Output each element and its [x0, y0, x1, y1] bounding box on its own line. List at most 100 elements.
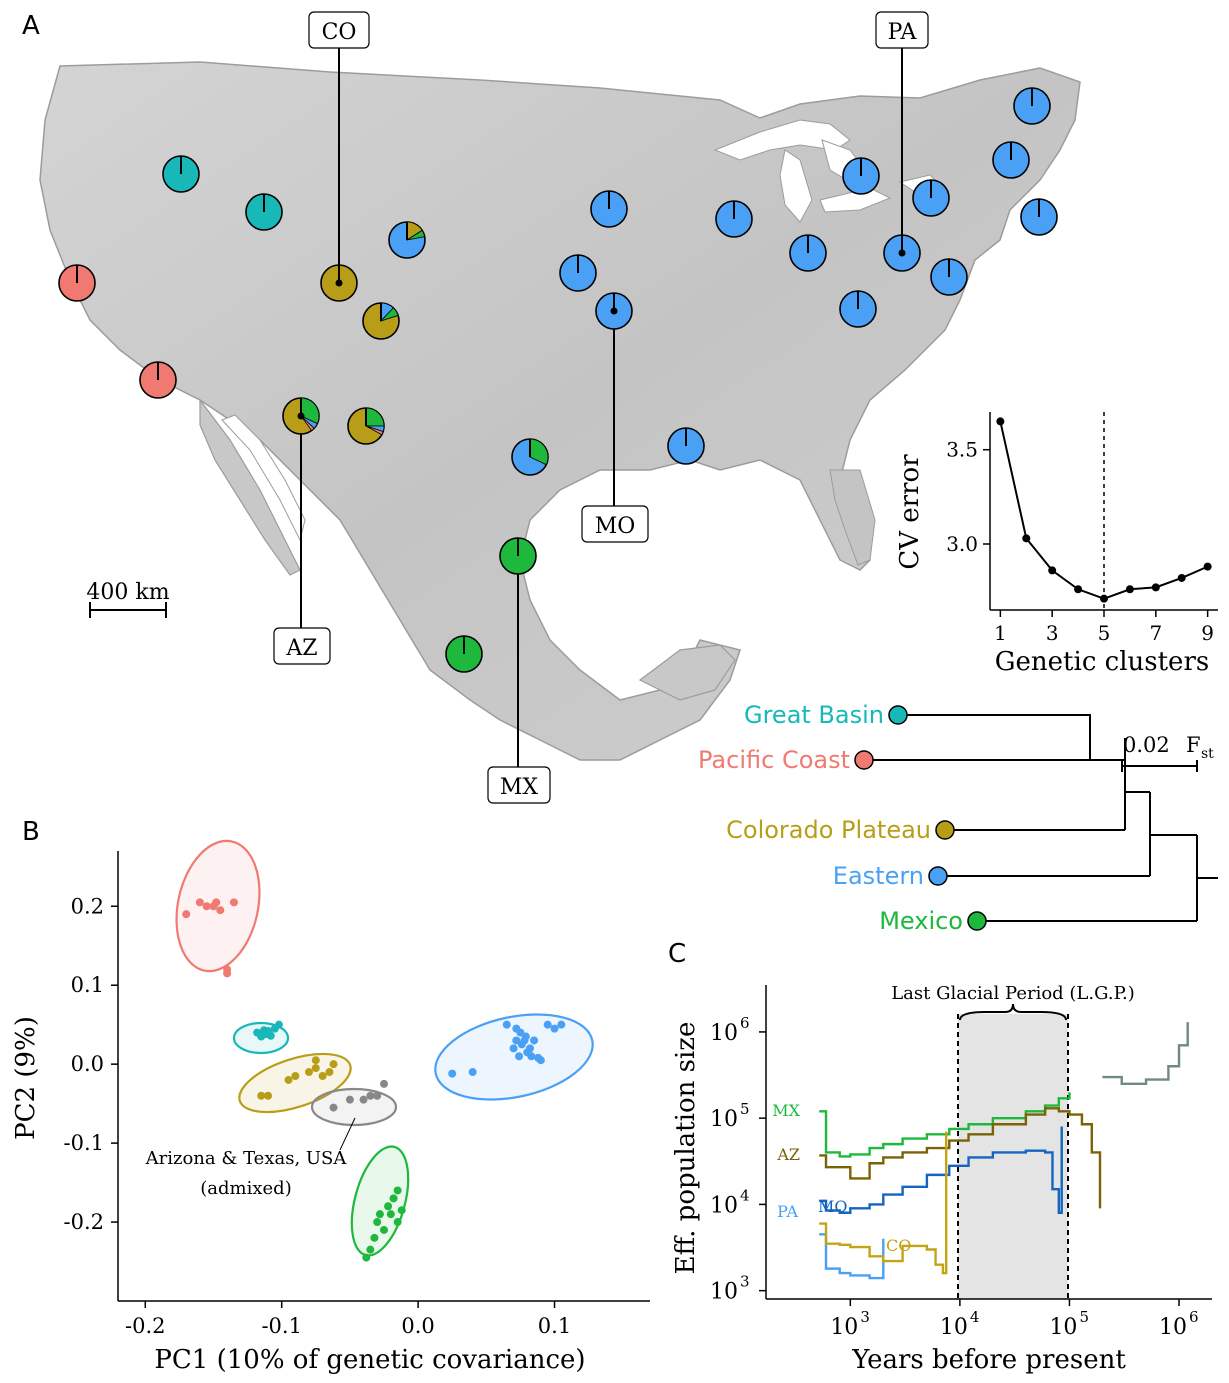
psmc-xtick: 10 [940, 1315, 968, 1340]
psmc-ytick-exp: 3 [740, 1273, 750, 1291]
map-pie-5 [320, 264, 358, 302]
map-pie-2 [245, 193, 283, 231]
map-scale-bar: 400 km [86, 580, 170, 618]
map-pie-8 [282, 397, 320, 435]
pca-point-pacific [195, 898, 204, 907]
site-label-mx: MX [500, 775, 539, 800]
cv-point [1151, 583, 1160, 592]
pca-ytick: -0.1 [64, 1131, 105, 1155]
pca-point-admixed [380, 1079, 388, 1088]
psmc-ytick: 10 [710, 1280, 738, 1305]
pca-point-great_basin [274, 1020, 283, 1029]
pca-chart: -0.2 -0.1 0.0 0.1 0.2 0.1 0.0 -0.1 -0.2 Arizona … [11, 839, 650, 1375]
pca-point-admixed [329, 1103, 338, 1112]
map-pie-18 [992, 141, 1030, 179]
pca-annotation-line2: (admixed) [200, 1178, 291, 1199]
pca-point-mexico [366, 1245, 375, 1254]
pca-point-mexico [375, 1210, 384, 1219]
map-pie-charts [58, 87, 1058, 673]
psmc-xtick: 10 [1049, 1315, 1077, 1340]
pca-ylabel: PC2 (9%) [11, 1016, 41, 1140]
map-pie-1 [162, 155, 200, 193]
psmc-label-co: CO [886, 1236, 911, 1255]
psmc-label-mx: MX [772, 1101, 800, 1120]
pca-xtick: 0.1 [538, 1314, 571, 1338]
pca-point-admixed [345, 1095, 354, 1104]
tree-leaf-colorado [935, 820, 955, 840]
cv-point [1048, 566, 1057, 575]
site-pin-co: CO [308, 11, 370, 283]
cv-point [1022, 534, 1031, 543]
pca-point-mexico [373, 1218, 382, 1227]
map-pie-15 [842, 157, 880, 195]
psmc-label-mo: MO [818, 1197, 848, 1216]
pca-annotation-line1: Arizona & Texas, USA [145, 1148, 348, 1169]
pca-point-colorado [284, 1075, 293, 1084]
cv-point [1125, 585, 1134, 594]
pca-point-eastern [527, 1052, 536, 1061]
site-pin-az: AZ [273, 416, 331, 665]
map-pie-4 [139, 361, 177, 399]
pca-ytick: -0.2 [64, 1210, 105, 1234]
site-label-co: CO [322, 20, 357, 45]
pca-point-colorado [311, 1064, 320, 1073]
cv-xtick: 7 [1149, 621, 1162, 645]
pca-point-great_basin [259, 1026, 268, 1035]
pca-ellipse-eastern [434, 1013, 594, 1101]
pca-point-colorado [329, 1060, 338, 1069]
map-pie-20 [883, 234, 921, 272]
cv-point [996, 417, 1005, 426]
map-pie-3 [58, 264, 96, 302]
map-pie-23 [511, 438, 549, 476]
psmc-line-az [819, 1107, 1102, 1209]
psmc-line-mo [819, 1126, 1063, 1214]
pca-point-colorado [318, 1072, 327, 1080]
tree-label-pacific: Pacific Coast [698, 746, 850, 774]
pca-point-pacific [223, 969, 232, 978]
pca-point-eastern [536, 1056, 545, 1065]
psmc-ytick-exp: 4 [740, 1186, 750, 1204]
pca-point-mexico [389, 1194, 398, 1203]
pca-point-mexico [393, 1186, 402, 1195]
psmc-ytick-exp: 6 [740, 1014, 750, 1032]
pca-point-mexico [393, 1218, 402, 1227]
psmc-line-ancestral [1102, 1022, 1189, 1086]
psmc-ytick-exp: 5 [740, 1100, 750, 1118]
pca-point-admixed [366, 1091, 375, 1100]
cv-ytick: 3.5 [946, 438, 978, 462]
cv-xtick: 3 [1046, 621, 1059, 645]
panel-letter-a: A [22, 11, 40, 41]
site-pin-pa: PA [875, 11, 929, 253]
psmc-ylabel: Eff. population size [671, 1022, 701, 1275]
pca-xtick: 0.0 [401, 1314, 434, 1338]
map-pie-14 [789, 234, 827, 272]
pca-point-mexico [362, 1253, 371, 1262]
cv-point [1100, 594, 1108, 603]
site-pin-mo: MO [581, 311, 649, 543]
psmc-label-az: AZ [776, 1145, 800, 1164]
pca-point-colorado [291, 1072, 300, 1080]
lgp-label: Last Glacial Period (L.G.P.) [891, 983, 1135, 1004]
map-land [39, 61, 1081, 761]
site-label-az: AZ [285, 636, 317, 661]
map-pie-26 [499, 537, 537, 575]
pca-point-mexico [386, 1210, 395, 1219]
pca-point-mexico [384, 1202, 393, 1211]
map-pie-19 [1020, 198, 1058, 236]
psmc-ytick: 10 [710, 1107, 738, 1132]
fst-tree: Great Basin Pacific Coast Colorado Plateau… [698, 701, 1218, 935]
pca-point-eastern [543, 1020, 552, 1029]
map-pie-9 [347, 407, 385, 445]
pca-point-mexico [397, 1206, 406, 1215]
cv-point [1203, 562, 1212, 571]
cv-error-chart: 1 3 5 7 9 3.0 3.5 CV error Genetic clusters [895, 412, 1218, 677]
psmc-xtick: 10 [830, 1315, 858, 1340]
pca-xtick: -0.2 [125, 1314, 166, 1338]
pca-ytick: 0.0 [71, 1052, 104, 1076]
psmc-ytick: 10 [710, 1021, 738, 1046]
pca-xtick: -0.1 [261, 1314, 302, 1338]
pca-point-eastern [502, 1020, 511, 1029]
pca-point-admixed [359, 1095, 368, 1104]
pca-point-pacific [202, 902, 211, 911]
cv-ylabel: CV error [895, 454, 925, 570]
